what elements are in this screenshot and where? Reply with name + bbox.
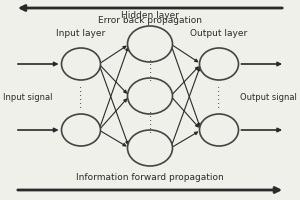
- Text: :
:
:: : : :: [80, 84, 82, 110]
- Ellipse shape: [200, 114, 238, 146]
- Ellipse shape: [128, 26, 172, 62]
- Text: Error back propagation: Error back propagation: [98, 16, 202, 25]
- Text: Hidden layer: Hidden layer: [121, 11, 179, 20]
- Ellipse shape: [61, 48, 100, 80]
- Ellipse shape: [128, 130, 172, 166]
- Text: Information forward propagation: Information forward propagation: [76, 173, 224, 182]
- Ellipse shape: [200, 48, 238, 80]
- Text: :
:
:: : : :: [148, 109, 152, 135]
- Text: :
:
:: : : :: [218, 84, 220, 110]
- Text: Input layer: Input layer: [56, 29, 106, 38]
- Ellipse shape: [61, 114, 100, 146]
- Text: :
:
:: : : :: [148, 57, 152, 83]
- Ellipse shape: [128, 78, 172, 114]
- Text: Output layer: Output layer: [190, 29, 248, 38]
- Text: Output signal: Output signal: [240, 92, 297, 102]
- Text: Input signal: Input signal: [3, 92, 52, 102]
